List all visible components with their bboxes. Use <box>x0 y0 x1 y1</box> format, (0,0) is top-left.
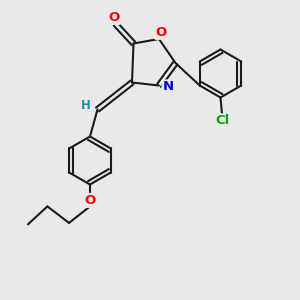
Text: Cl: Cl <box>216 114 230 128</box>
Text: H: H <box>81 99 91 112</box>
Text: N: N <box>162 80 174 94</box>
Text: O: O <box>108 11 120 24</box>
Text: O: O <box>84 194 96 207</box>
Text: O: O <box>155 26 167 39</box>
